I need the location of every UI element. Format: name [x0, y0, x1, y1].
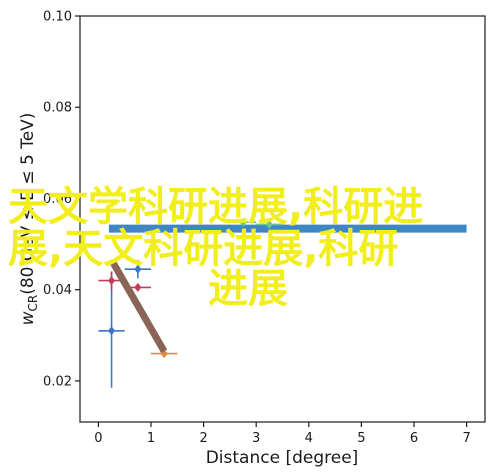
data-point [124, 260, 152, 279]
diamond-marker [265, 219, 273, 229]
watermark-line-2: 展,天文科研进展,科研 [8, 226, 398, 272]
diamond-marker [239, 217, 247, 227]
x-axis-title: Distance [degree] [206, 448, 359, 468]
watermark-overlay: 天文学科研进展,科研进 展,天文科研进展,科研 进展 [8, 184, 423, 312]
y-tick-label: 0.02 [43, 374, 72, 389]
x-tick-label: 4 [305, 431, 313, 446]
diamond-marker [107, 276, 116, 286]
x-tick-label: 3 [252, 431, 260, 446]
y-tick-label: 0.08 [43, 101, 72, 116]
data-point [98, 271, 125, 388]
watermark-line-1: 天文学科研进展,科研进 [8, 184, 423, 230]
data-point [229, 217, 257, 227]
x-axis-ticks: 0 1 2 3 4 5 6 7 [94, 422, 471, 446]
data-point [256, 219, 283, 229]
x-tick-label: 0 [94, 431, 102, 446]
plot-frame [79, 15, 486, 423]
x-tick-label: 7 [462, 431, 470, 446]
diamond-marker [107, 326, 116, 336]
y-tick-label: 0.06 [43, 192, 72, 207]
watermark-line-3: 进展 [208, 266, 288, 312]
x-tick-label: 1 [147, 431, 155, 446]
x-tick-label: 5 [357, 431, 365, 446]
diamond-marker [134, 282, 142, 292]
plot-marks [98, 217, 467, 388]
x-tick-label: 6 [410, 431, 418, 446]
y-tick-label: 0.10 [43, 10, 72, 25]
y-axis-ticks: 0.02 0.04 0.06 0.08 0.10 [43, 10, 80, 389]
y-axis-title-range: (80 GeV ≤ E ≤ 5 TeV) [18, 113, 38, 295]
y-axis-title-subscript: CR [26, 295, 40, 312]
y-axis-title-symbol: w [18, 311, 38, 325]
trend-line [108, 258, 168, 354]
diamond-marker [134, 264, 142, 274]
y-tick-label: 0.04 [43, 283, 72, 298]
x-tick-label: 2 [199, 431, 207, 446]
y-axis-title: wCR(80 GeV ≤ E ≤ 5 TeV) [18, 113, 40, 326]
